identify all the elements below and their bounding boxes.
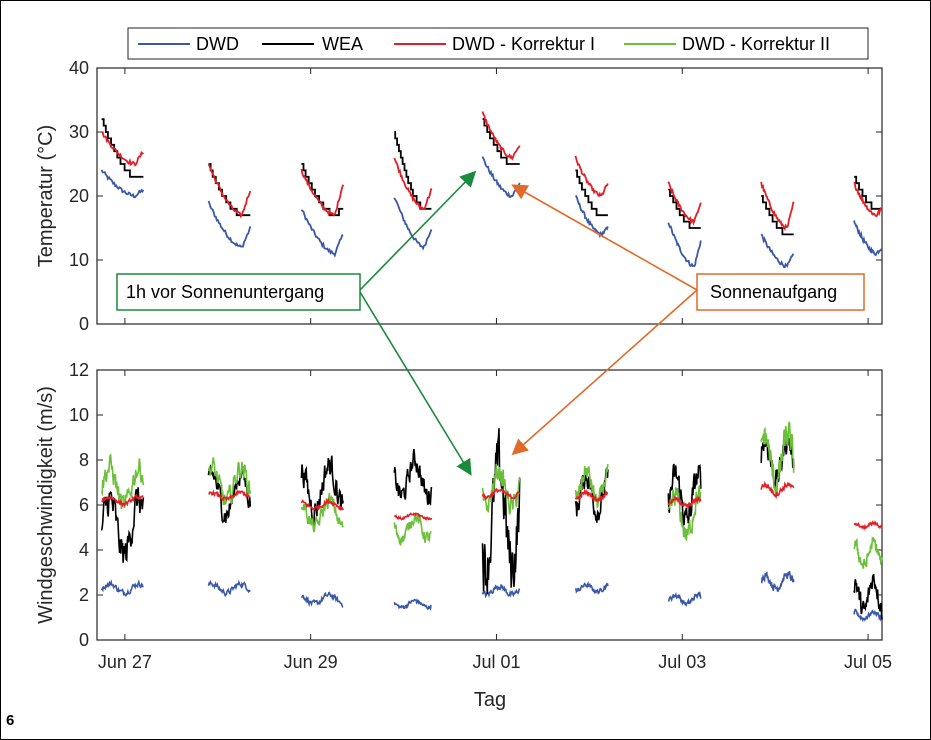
wind-series-dwd-korrektur-ii-seg-1	[207, 457, 252, 506]
x-tick-label: Jun 27	[98, 652, 152, 672]
wind-axes	[96, 369, 883, 641]
wind-series-dwd-korrektur-i-seg-2	[300, 497, 344, 512]
wind-y-label: Windgeschwindigkeit (m/s)	[35, 386, 57, 624]
wind-series-dwd-korrektur-ii-seg-3	[393, 513, 432, 546]
wind-series-dwd-korrektur-i-seg-3	[394, 512, 433, 522]
wind-series-dwd-seg-3	[393, 598, 432, 611]
temp-series-dwd-seg-2	[300, 209, 344, 258]
temp-series-dwd-korrektur-i-seg-0	[101, 131, 144, 167]
wind-series-dwd-korrektur-ii-seg-7	[760, 421, 795, 498]
wind-series-dwd-korrektur-i-seg-7	[760, 480, 795, 500]
y-tick-label: 20	[69, 186, 89, 206]
temp-series-wea-seg-7	[761, 195, 794, 236]
wind-series-dwd-seg-1	[207, 579, 251, 598]
wind-series-wea-seg-6	[667, 463, 702, 527]
wind-series-dwd-korrektur-i-seg-8	[853, 520, 883, 531]
temp-series-dwd-seg-1	[207, 200, 252, 248]
temperature-y-label: Temperatur (°C)	[35, 125, 57, 267]
wind-series	[100, 421, 883, 623]
temp-series-dwd-korrektur-i-seg-5	[574, 155, 609, 198]
temp-series-dwd-seg-3	[393, 197, 433, 251]
legend-item-korrektur-2: DWD - Korrektur II	[682, 34, 830, 54]
temp-series-dwd-korrektur-i-seg-2	[300, 168, 345, 217]
x-tick-label: Jun 29	[284, 652, 338, 672]
sunset-arrow-temperature	[359, 170, 477, 291]
annotation-sunset-label: 1h vor Sonnenuntergang	[126, 282, 324, 302]
y-tick-label: 10	[69, 405, 89, 425]
x-tick-label: Jul 03	[658, 652, 706, 672]
legend-item-korrektur-1: DWD - Korrektur I	[452, 34, 595, 54]
wind-series-dwd-seg-8	[853, 608, 883, 623]
figure-number: 6	[6, 712, 15, 729]
x-tick-label: Jul 01	[472, 652, 520, 672]
wind-series-dwd-korrektur-i-seg-1	[208, 488, 251, 502]
wind-series-dwd-seg-2	[300, 591, 344, 608]
temp-series-dwd-seg-6	[667, 222, 702, 268]
temperature-series	[100, 111, 883, 269]
wind-series-dwd-seg-4	[481, 584, 521, 599]
temperature-y-ticks: 0 10 20 30 40	[69, 58, 882, 334]
y-tick-label: 40	[69, 58, 89, 78]
temp-series-dwd-seg-7	[760, 233, 795, 269]
y-tick-label: 0	[79, 630, 89, 650]
annotation-sunset: 1h vor Sonnenuntergang	[116, 170, 477, 476]
wind-series-dwd-korrektur-ii-seg-6	[667, 484, 702, 541]
wind-series-dwd-seg-0	[100, 579, 144, 597]
annotation-sunrise: Sonnenaufgang	[511, 184, 865, 456]
y-tick-label: 0	[79, 314, 89, 334]
wind-series-wea-seg-8	[853, 573, 883, 620]
wind-series-wea-seg-3	[393, 449, 433, 506]
wind-series-dwd-seg-6	[668, 591, 702, 608]
y-tick-label: 10	[69, 250, 89, 270]
temp-series-wea-seg-4	[482, 118, 520, 165]
wind-series-dwd-seg-7	[760, 570, 795, 593]
wind-series-wea-seg-2	[300, 455, 344, 528]
temp-series-dwd-seg-5	[574, 194, 609, 239]
wind-y-ticks: 0 2 4 6 8 10 12	[69, 360, 882, 650]
temp-series-wea-seg-5	[575, 169, 608, 217]
y-tick-label: 6	[79, 495, 89, 515]
temp-series-dwd-korrektur-i-seg-1	[207, 164, 252, 219]
wind-series-dwd-korrektur-ii-seg-5	[574, 464, 609, 509]
temp-series-dwd-korrektur-i-seg-3	[393, 157, 433, 211]
temp-series-dwd-korrektur-i-seg-6	[667, 181, 702, 226]
temp-series-wea-seg-8	[854, 175, 882, 210]
y-tick-label: 2	[79, 585, 89, 605]
wind-series-dwd-korrektur-i-seg-6	[667, 494, 702, 509]
temp-series-dwd-seg-8	[853, 220, 883, 257]
legend-item-wea: WEA	[322, 34, 363, 54]
y-tick-label: 8	[79, 450, 89, 470]
wind-series-dwd-korrektur-i-seg-4	[481, 487, 521, 501]
temp-series-wea-seg-6	[668, 188, 701, 229]
legend: DWD WEA DWD - Korrektur I DWD - Korrektu…	[127, 27, 869, 60]
temp-series-dwd-korrektur-i-seg-7	[760, 181, 795, 232]
x-axis-label: Tag	[474, 689, 506, 711]
legend-item-dwd: DWD	[196, 34, 239, 54]
x-ticks: Jun 27 Jun 29 Jul 01 Jul 03 Jul 05	[98, 68, 892, 672]
wind-series-dwd-korrektur-i-seg-0	[101, 494, 144, 508]
wind-series-dwd-korrektur-ii-seg-2	[300, 492, 344, 533]
temp-series-wea-seg-0	[101, 118, 144, 178]
y-tick-label: 12	[69, 360, 89, 380]
temp-series-dwd-korrektur-i-seg-4	[481, 111, 521, 161]
sunset-arrow-wind	[359, 291, 472, 476]
sunrise-arrow-wind	[511, 289, 698, 456]
y-tick-label: 4	[79, 540, 89, 560]
x-tick-label: Jul 05	[844, 652, 892, 672]
temp-series-dwd-seg-0	[100, 169, 145, 199]
sunrise-arrow-temperature	[511, 184, 698, 291]
wind-series-dwd-korrektur-i-seg-5	[574, 488, 609, 503]
annotation-sunrise-label: Sonnenaufgang	[710, 282, 837, 302]
y-tick-label: 30	[69, 122, 89, 142]
wind-series-dwd-korrektur-ii-seg-8	[853, 536, 883, 569]
wind-series-dwd-korrektur-ii-seg-0	[100, 453, 145, 510]
temp-series-dwd-korrektur-i-seg-8	[853, 181, 883, 218]
wind-series-dwd-seg-5	[575, 580, 609, 596]
